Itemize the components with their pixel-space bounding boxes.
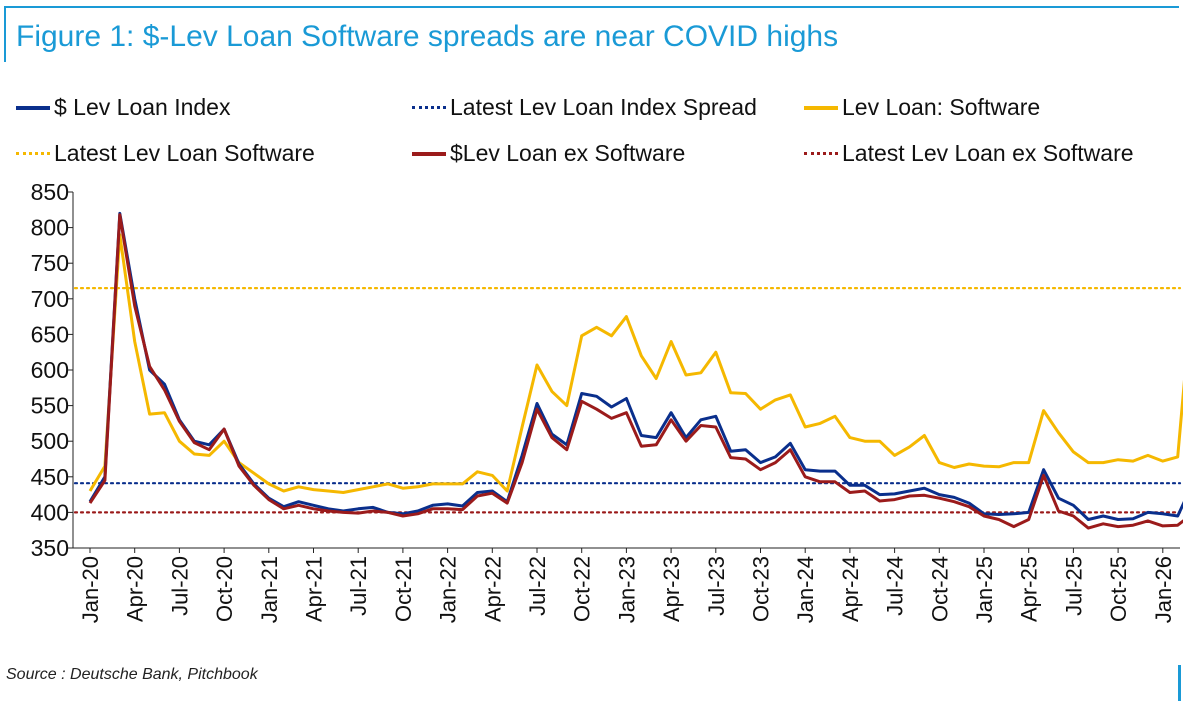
x-tick-label: Oct-21 xyxy=(391,556,416,622)
legend-label-software-latest: Latest Lev Loan Software xyxy=(54,140,315,166)
x-tick-label: Jul-22 xyxy=(525,556,550,616)
x-tick-label: Jul-20 xyxy=(167,556,192,616)
legend-swatch-software-latest xyxy=(16,152,50,155)
legend-item-index-latest: Latest Lev Loan Index Spread xyxy=(412,94,757,121)
latest-spread-lines xyxy=(73,287,1182,514)
figure-title: Figure 1: $-Lev Loan Software spreads ar… xyxy=(16,20,839,53)
spread-line-chart: 350 400 450 500 550 600 650 700 750 800 850 Jan-20… xyxy=(31,179,1183,623)
x-tick-label: Jan-21 xyxy=(257,556,282,623)
source-note: Source : Deutsche Bank, Pitchbook xyxy=(6,666,258,683)
legend-label-index-latest: Latest Lev Loan Index Spread xyxy=(450,94,757,120)
legend-label-ex-software: $Lev Loan ex Software xyxy=(450,140,686,166)
series-lines xyxy=(88,211,1183,530)
legend-swatch-ex-software-latest xyxy=(804,152,838,155)
legend-item-index: $ Lev Loan Index xyxy=(16,94,230,121)
legend-label-software: Lev Loan: Software xyxy=(842,94,1041,120)
x-tick-label: Apr-25 xyxy=(1017,556,1042,622)
y-tick-label: 800 xyxy=(31,215,69,241)
x-tick-label: Oct-24 xyxy=(927,556,952,622)
chart-legend: $ Lev Loan Index Latest Lev Loan Index S… xyxy=(0,88,1183,178)
legend-swatch-ex-software xyxy=(412,151,446,156)
y-tick-label: 550 xyxy=(31,393,69,419)
y-tick-label: 450 xyxy=(31,464,69,490)
series-line-lev-loan-ex-software xyxy=(88,213,1183,530)
x-axis: Jan-20 Apr-20 Jul-20 Oct-20 Jan-21 Apr-21 Jul-… xyxy=(73,547,1180,623)
legend-swatch-index xyxy=(16,105,50,110)
x-tick-label: Apr-20 xyxy=(123,556,148,622)
y-tick-label: 700 xyxy=(31,286,69,312)
legend-item-ex-software-latest: Latest Lev Loan ex Software xyxy=(804,140,1134,167)
y-tick-label: 650 xyxy=(31,321,69,347)
x-tick-label: Jan-24 xyxy=(793,556,818,623)
x-tick-label: Oct-20 xyxy=(212,556,237,622)
x-tick-label: Jan-25 xyxy=(972,556,997,623)
y-tick-label: 600 xyxy=(31,357,69,383)
y-tick-label: 500 xyxy=(31,428,69,454)
legend-label-index: $ Lev Loan Index xyxy=(54,94,231,120)
frame-top-rule xyxy=(4,6,1179,8)
x-tick-label: Jan-26 xyxy=(1151,556,1176,623)
x-tick-label: Apr-21 xyxy=(302,556,327,622)
series-line-lev-loan-software xyxy=(88,233,1183,494)
x-tick-label: Jan-20 xyxy=(78,556,103,623)
y-tick-label: 400 xyxy=(31,499,69,525)
y-tick-label: 750 xyxy=(31,250,69,276)
x-tick-label: Apr-23 xyxy=(659,556,684,622)
legend-swatch-index-latest xyxy=(412,106,446,109)
legend-item-software: Lev Loan: Software xyxy=(804,94,1040,121)
y-tick-label: 850 xyxy=(31,179,69,205)
frame-right-rule xyxy=(1178,665,1181,701)
y-axis: 350 400 450 500 550 600 650 700 750 800 850 xyxy=(31,179,74,561)
x-tick-label: Oct-23 xyxy=(749,556,774,622)
legend-item-ex-software: $Lev Loan ex Software xyxy=(412,140,685,167)
y-tick-label: 350 xyxy=(31,535,69,561)
x-tick-label: Jan-23 xyxy=(614,556,639,623)
legend-label-ex-software-latest: Latest Lev Loan ex Software xyxy=(842,140,1134,166)
legend-item-software-latest: Latest Lev Loan Software xyxy=(16,140,315,167)
x-tick-label: Oct-25 xyxy=(1106,556,1131,622)
x-tick-label: Apr-22 xyxy=(480,556,505,622)
x-tick-label: Jul-23 xyxy=(704,556,729,616)
x-tick-label: Jul-21 xyxy=(346,556,371,616)
x-tick-label: Jan-22 xyxy=(436,556,461,623)
frame-left-rule xyxy=(4,6,6,62)
x-tick-label: Jul-24 xyxy=(883,556,908,616)
legend-swatch-software xyxy=(804,105,838,110)
x-tick-label: Oct-22 xyxy=(570,556,595,622)
x-tick-label: Apr-24 xyxy=(838,556,863,622)
x-tick-label: Jul-25 xyxy=(1061,556,1086,616)
